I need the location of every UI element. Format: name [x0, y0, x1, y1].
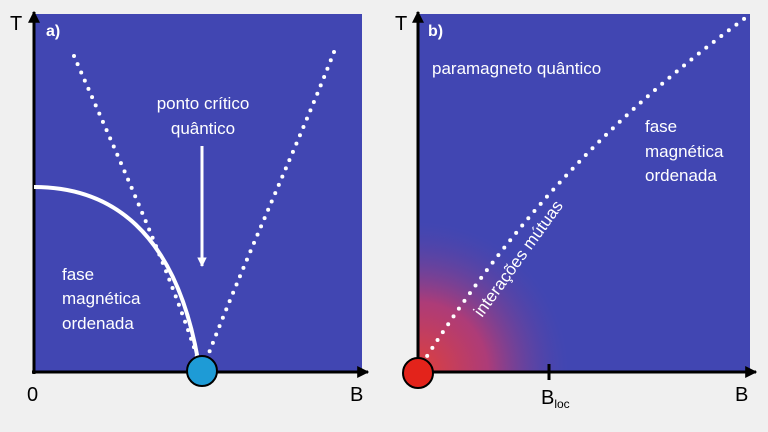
panel-b: b) T B paramagneto quântico fase magnéti… — [395, 10, 758, 411]
panel-a-background — [34, 14, 362, 372]
panel-b-phase-line1: fase — [645, 117, 677, 136]
panel-a-phase-boundary — [33, 185, 200, 361]
panel-a-origin-label: 0 — [27, 384, 38, 406]
panel-a-phase-line1: fase — [62, 265, 94, 284]
panel-a-annotation-line1: ponto crítico — [157, 94, 250, 113]
panel-a-x-axis-label: B — [350, 384, 363, 406]
panel-b-bloc-sub: loc — [554, 397, 569, 411]
panel-b-phase-line3: ordenada — [645, 166, 717, 185]
panel-a-quantum-critical-point — [186, 355, 218, 387]
panel-b-bloc-main: B — [541, 387, 554, 409]
panel-b-x-axis-label: B — [735, 384, 748, 406]
panel-b-tag: b) — [428, 23, 443, 40]
panel-a-crossover-right — [202, 50, 336, 368]
panel-a-tag: a) — [46, 23, 60, 40]
panel-b-bloc-label: Bloc — [541, 387, 570, 411]
panel-a-annotation-line2: quântico — [171, 119, 235, 138]
panel-b-y-axis-label: T — [395, 13, 407, 35]
panel-b-fluctuation-gradient — [418, 14, 750, 372]
panel-a-phase-line2: magnética — [62, 289, 141, 308]
panel-a-phase-line3: ordenada — [62, 314, 134, 333]
panel-b-paramagnet-label: paramagneto quântico — [432, 59, 601, 78]
panel-b-phase-line2: magnética — [645, 142, 724, 161]
panel-a: a) T B 0 ponto crítico quântico fase mag… — [10, 10, 370, 406]
panel-b-crossover-line — [420, 14, 750, 366]
panel-b-quantum-critical-point — [402, 357, 434, 389]
panel-a-y-axis-label: T — [10, 13, 22, 35]
